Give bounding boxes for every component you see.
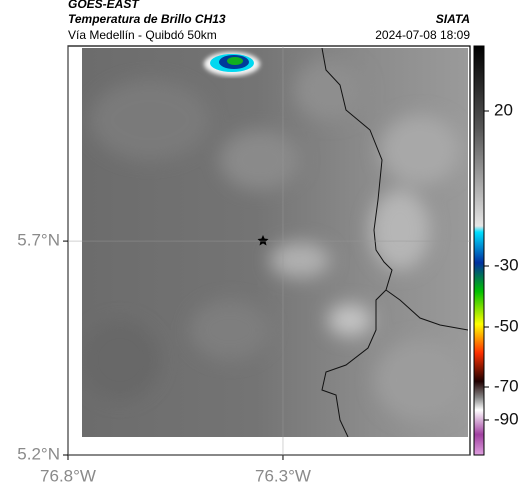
cold-cloud: [204, 52, 260, 76]
colorbar-tick-label: -30: [494, 255, 519, 274]
colorbar-ticks: 20 -30 -50 -70 -90: [484, 100, 519, 428]
y-tick-label: 5.2°N: [17, 444, 60, 463]
location-marker: [257, 235, 269, 246]
colorbar-tick-label: -70: [494, 376, 519, 395]
agency-label: SIATA: [436, 12, 470, 26]
axes: 76.8°W 76.3°W 5.7°N 5.2°N: [17, 46, 470, 485]
colorbar-tick-label: -90: [494, 409, 519, 428]
boundary-line: [385, 289, 468, 331]
x-tick-label: 76.8°W: [40, 466, 96, 485]
timestamp: 2024-07-08 18:09: [375, 28, 470, 42]
map-frame: [67, 45, 471, 456]
colorbar-tick-label: -50: [494, 316, 519, 335]
title: Temperatura de Brillo CH13: [68, 12, 226, 26]
x-tick-label: 76.3°W: [255, 466, 311, 485]
boundary-line: [321, 48, 393, 437]
colorbar: [473, 45, 485, 456]
colorbar-tick-label: 20: [494, 100, 513, 119]
satellite-image: [82, 48, 468, 437]
y-tick-label: 5.7°N: [17, 231, 60, 250]
cloud-texture: [82, 60, 465, 420]
source-label: GOES-EAST: [68, 0, 140, 11]
subtitle: Vía Medellín - Quibdó 50km: [68, 28, 217, 42]
